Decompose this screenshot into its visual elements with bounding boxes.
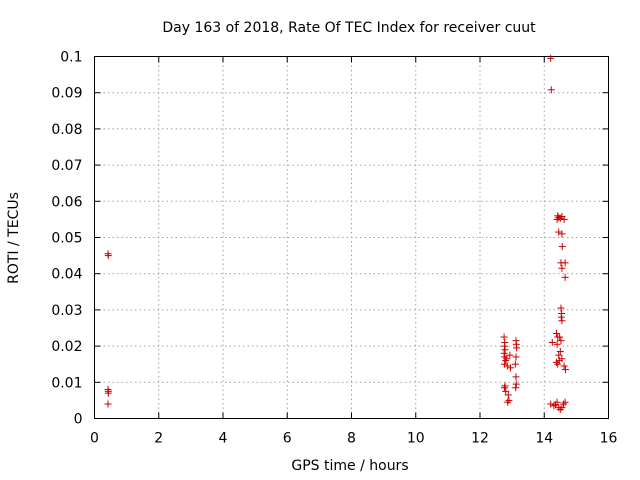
data-point xyxy=(505,396,513,404)
data-point xyxy=(560,215,568,223)
data-point xyxy=(503,362,511,370)
data-point xyxy=(557,304,565,312)
data-point xyxy=(547,400,555,408)
x-tick-label: 12 xyxy=(471,431,489,447)
y-tick-label: 0.1 xyxy=(60,50,82,66)
data-point xyxy=(504,391,512,399)
data-point xyxy=(502,357,510,365)
data-point xyxy=(561,398,569,406)
data-point xyxy=(500,360,508,368)
data-point xyxy=(502,387,510,395)
y-tick-label: 0.09 xyxy=(51,86,82,102)
x-tick-label: 14 xyxy=(535,431,553,447)
data-point xyxy=(554,360,562,368)
x-axis: 0 2 4 6 8 10 12 14 16 xyxy=(90,56,618,447)
x-tick-label: 4 xyxy=(219,431,228,447)
data-point xyxy=(513,344,521,352)
data-point xyxy=(552,329,560,337)
data-point xyxy=(506,351,514,359)
data-point xyxy=(561,273,569,281)
y-tick-label: 0.01 xyxy=(51,375,82,391)
data-point xyxy=(512,353,520,361)
data-point xyxy=(555,357,563,365)
data-point xyxy=(558,317,566,325)
data-point xyxy=(551,401,559,409)
data-point xyxy=(547,86,555,94)
data-point xyxy=(500,384,508,392)
data-point xyxy=(555,228,563,236)
x-tick-label: 10 xyxy=(407,431,425,447)
x-axis-label: GPS time / hours xyxy=(291,458,408,474)
grid-lines xyxy=(94,56,609,419)
data-point xyxy=(512,384,520,392)
data-point xyxy=(561,259,569,267)
data-point xyxy=(500,333,508,341)
x-tick-label: 8 xyxy=(347,431,356,447)
data-point xyxy=(548,338,556,346)
data-point xyxy=(104,389,112,397)
data-points xyxy=(104,54,569,413)
data-point xyxy=(501,353,509,361)
data-point xyxy=(501,346,509,354)
y-tick-label: 0.07 xyxy=(51,158,82,174)
data-point xyxy=(560,362,568,370)
data-point xyxy=(556,405,564,413)
data-point xyxy=(553,215,561,223)
chart-title: Day 163 of 2018, Rate Of TEC Index for r… xyxy=(162,20,536,36)
data-point xyxy=(501,382,509,390)
data-point xyxy=(500,342,508,350)
data-point xyxy=(553,340,561,348)
data-point xyxy=(504,398,512,406)
data-point xyxy=(556,214,564,222)
y-tick-label: 0.05 xyxy=(51,231,82,247)
x-tick-label: 0 xyxy=(90,431,99,447)
data-point xyxy=(556,333,564,341)
data-point xyxy=(550,402,558,410)
data-point xyxy=(558,404,566,412)
data-point xyxy=(557,313,565,321)
data-point xyxy=(104,400,112,408)
y-tick-label: 0.06 xyxy=(51,194,82,210)
y-tick-label: 0.02 xyxy=(51,339,82,355)
data-point xyxy=(558,230,566,238)
x-tick-label: 16 xyxy=(600,431,618,447)
x-tick-label: 2 xyxy=(154,431,163,447)
data-point xyxy=(555,214,563,222)
y-tick-label: 0.03 xyxy=(51,303,82,319)
y-tick-label: 0.04 xyxy=(51,267,82,283)
data-point xyxy=(502,355,510,363)
data-point xyxy=(557,337,565,345)
data-point xyxy=(556,348,564,356)
x-tick-label: 6 xyxy=(283,431,292,447)
data-point xyxy=(512,380,520,388)
data-point xyxy=(547,54,555,62)
data-point xyxy=(104,252,112,260)
data-point xyxy=(558,243,566,251)
data-point xyxy=(555,351,563,359)
data-point xyxy=(561,366,569,374)
y-tick-label: 0 xyxy=(74,412,83,428)
y-axis-label: ROTI / TECUs xyxy=(6,192,22,284)
data-point xyxy=(560,400,568,408)
data-point xyxy=(558,264,566,272)
data-point xyxy=(500,349,508,357)
y-axis: 0 0.01 0.02 0.03 0.04 0.05 0.06 0.07 0.08 0.09 0.1 xyxy=(51,50,609,428)
data-point xyxy=(511,360,519,368)
y-tick-label: 0.08 xyxy=(51,122,82,138)
data-point xyxy=(552,358,560,366)
data-point xyxy=(512,373,520,381)
data-point xyxy=(507,364,515,372)
